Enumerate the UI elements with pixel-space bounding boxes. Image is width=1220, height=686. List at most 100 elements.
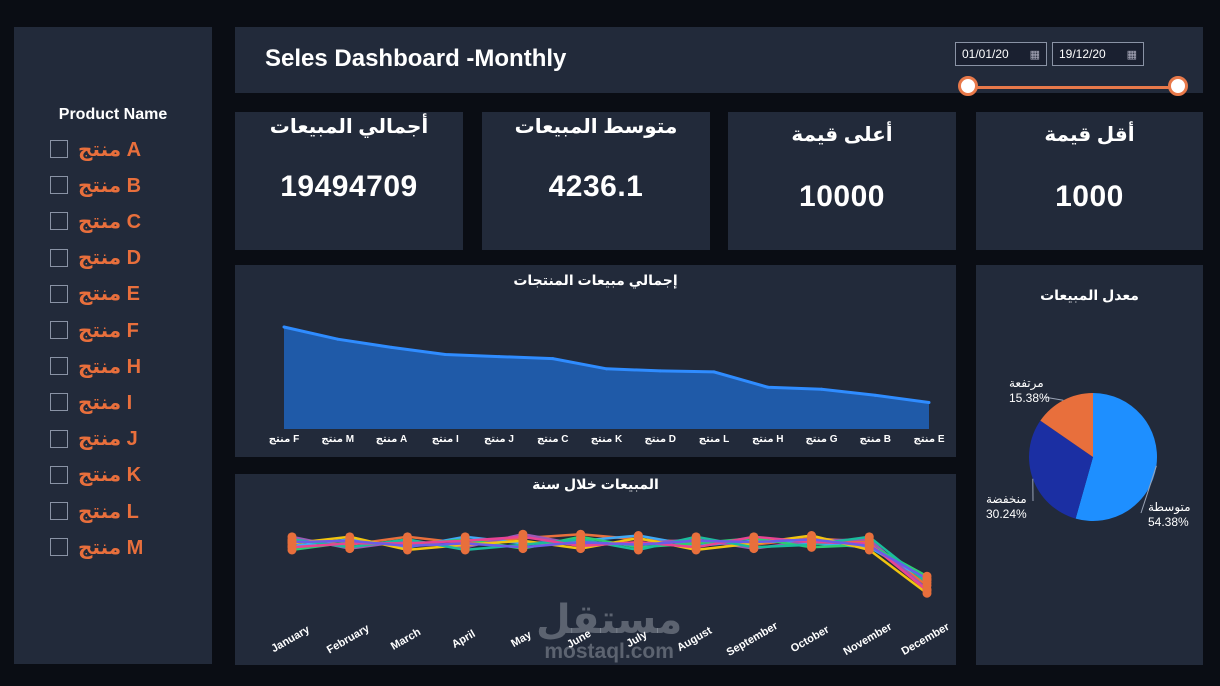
series-point [518, 542, 528, 552]
area-point [336, 337, 340, 341]
kpi-value: 10000 [799, 180, 885, 213]
series-point [864, 532, 874, 542]
date-to-input[interactable]: 19/12/20 ▦ [1052, 42, 1144, 66]
kpi-card-min-value: أقل قيمة 1000 [976, 112, 1203, 250]
x-tick-label: منتج C [537, 434, 569, 445]
x-tick-label: منتج D [644, 434, 676, 445]
date-from-input[interactable]: 01/01/20 ▦ [955, 42, 1047, 66]
filter-item-label: منتج D [78, 247, 142, 270]
filter-item[interactable]: منتج D [50, 245, 141, 271]
filter-item[interactable]: منتج F [50, 317, 139, 343]
x-tick-label: December [899, 621, 952, 658]
series-point [864, 541, 874, 551]
x-tick-label: منتج E [913, 434, 944, 445]
area-point [443, 353, 447, 357]
line-chart-svg: January February March April May June July Augu… [269, 529, 952, 659]
pie-slice-label: متوسطة [1148, 500, 1191, 515]
area-point [873, 393, 877, 397]
kpi-card-total-sales: أجمالي المبيعات 19494709 [235, 112, 463, 250]
area-point [551, 357, 555, 361]
series-point [460, 538, 470, 548]
x-tick-label: منتج I [432, 434, 459, 445]
series-line [291, 538, 928, 580]
x-tick-label: منتج J [484, 434, 514, 445]
filter-item[interactable]: منتج M [50, 534, 143, 560]
filter-item[interactable]: منتج A [50, 136, 141, 162]
chart-title: المبيعات خلال سنة [532, 476, 659, 492]
kpi-title: أجمالي المبيعات [269, 116, 429, 138]
series-point [460, 545, 470, 555]
x-tick-label: منتج F [269, 434, 299, 445]
area-point [658, 369, 662, 373]
filter-checkbox[interactable] [50, 248, 68, 267]
x-tick-label: منتج A [376, 434, 408, 445]
filter-checkbox[interactable] [50, 176, 68, 195]
pie-leader-line [1043, 396, 1064, 401]
area-point [605, 367, 608, 371]
kpi-title: أقل قيمة [1044, 124, 1135, 146]
area-point [712, 370, 716, 374]
chart-title: إجمالي مبيعات المنتجات [513, 272, 678, 288]
filter-checkbox[interactable] [50, 538, 68, 557]
filter-checkbox[interactable] [50, 393, 68, 412]
filter-checkbox[interactable] [50, 465, 68, 484]
x-tick-label: April [450, 628, 478, 651]
filter-checkbox[interactable] [50, 357, 68, 376]
date-from-value: 01/01/20 [962, 47, 1009, 61]
series-point [691, 542, 701, 552]
x-tick-label: February [325, 622, 373, 656]
filter-item[interactable]: منتج E [50, 281, 140, 307]
pie-slice-label: منخفضة [986, 492, 1027, 506]
watermark-logo: مستقل mostaql.com [536, 600, 682, 664]
filter-checkbox[interactable] [50, 429, 68, 448]
filter-checkbox[interactable] [50, 212, 68, 231]
filter-item[interactable]: منتج H [50, 353, 141, 379]
series-point [922, 586, 932, 596]
filter-item-label: منتج K [78, 464, 142, 487]
chart-title: معدل المبيعات [1040, 287, 1139, 303]
filter-item[interactable]: منتج I [50, 389, 132, 415]
x-tick-label: منتج B [859, 434, 891, 445]
filter-item-label: منتج J [78, 428, 138, 451]
kpi-card-max-value: أعلى قيمة 10000 [728, 112, 956, 250]
calendar-icon[interactable]: ▦ [1029, 48, 1040, 61]
x-tick-label: منتج M [321, 434, 354, 445]
x-tick-label: January [269, 623, 312, 655]
x-tick-label: November [841, 620, 894, 658]
watermark-en: mostaql.com [544, 640, 674, 663]
series-point [345, 536, 355, 546]
filter-item[interactable]: منتج C [50, 208, 141, 234]
header-bar: Seles Dashboard -Monthly 01/01/20 ▦ 19/1… [235, 27, 1203, 96]
kpi-value: 4236.1 [548, 170, 644, 203]
calendar-icon[interactable]: ▦ [1126, 48, 1137, 61]
series-point [402, 541, 412, 551]
date-range-end-handle[interactable] [1168, 76, 1188, 96]
area-point [766, 385, 770, 389]
filter-checkbox[interactable] [50, 321, 68, 339]
filter-item-label: منتج I [78, 391, 133, 414]
date-to-value: 19/12/20 [1059, 47, 1106, 61]
product-filter-panel: Product Name منتج A منتج B منتج C منتج D منت… [14, 27, 212, 664]
date-range-slider-track[interactable] [970, 86, 1180, 89]
filter-item-label: منتج H [78, 355, 142, 378]
filter-item-label: منتج A [78, 138, 142, 161]
filter-checkbox[interactable] [50, 140, 68, 158]
filter-item[interactable]: منتج J [50, 426, 138, 452]
filter-checkbox[interactable] [50, 502, 68, 520]
filter-item[interactable]: منتج B [50, 172, 141, 198]
area-point [820, 387, 823, 391]
filter-item[interactable]: منتج K [50, 462, 141, 488]
pie-slice [1040, 393, 1093, 457]
filter-item[interactable]: منتج L [50, 498, 139, 524]
kpi-card-average-sales: متوسط المبيعات 4236.1 [482, 112, 710, 250]
series-point [922, 574, 932, 584]
date-range-start-handle[interactable] [958, 76, 978, 96]
pie-leader-line [1140, 465, 1157, 514]
x-tick-label: September [725, 620, 781, 659]
area-point [282, 325, 286, 329]
x-tick-label: منتج K [591, 434, 623, 445]
filter-checkbox[interactable] [50, 284, 68, 303]
filter-item-label: منتج B [78, 174, 142, 197]
x-tick-label: منتج H [752, 434, 784, 445]
area-fill [284, 327, 929, 429]
